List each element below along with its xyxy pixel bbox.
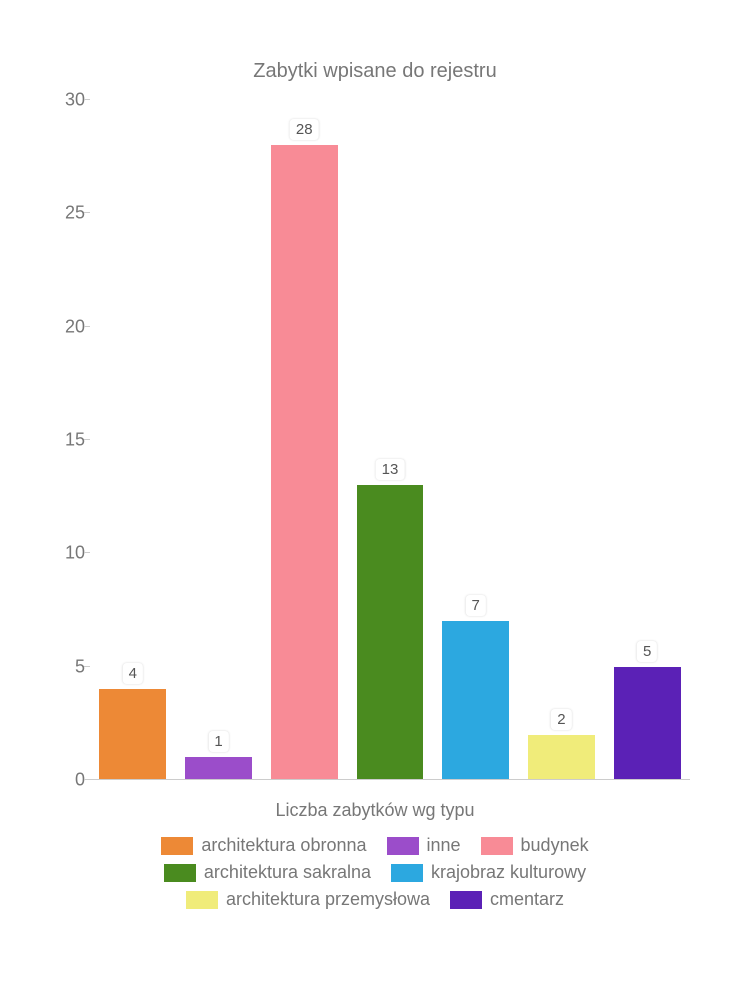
- legend-row: architektura sakralna krajobraz kulturowy: [30, 862, 720, 883]
- legend-swatch: [186, 891, 218, 909]
- legend-swatch: [387, 837, 419, 855]
- y-tick-mark: [84, 439, 90, 440]
- x-axis-label: Liczba zabytków wg typu: [0, 800, 750, 821]
- bar-value-label: 7: [466, 595, 486, 616]
- chart-title: Zabytki wpisane do rejestru: [0, 60, 750, 83]
- legend-label: budynek: [521, 835, 589, 856]
- bar: 2: [528, 735, 595, 780]
- y-tick-mark: [84, 666, 90, 667]
- bar-value-label: 13: [376, 459, 405, 480]
- legend-item: architektura sakralna: [164, 862, 371, 883]
- bars-group: 412813725: [90, 100, 690, 780]
- y-tick-label: 0: [75, 770, 85, 791]
- bar-value-label: 5: [637, 641, 657, 662]
- bar: 1: [185, 757, 252, 780]
- y-tick-mark: [84, 99, 90, 100]
- legend-label: krajobraz kulturowy: [431, 862, 586, 883]
- y-axis: 051015202530: [45, 100, 85, 780]
- legend-label: architektura sakralna: [204, 862, 371, 883]
- y-tick-label: 15: [65, 430, 85, 451]
- bar: 13: [357, 485, 424, 780]
- y-tick-mark: [84, 552, 90, 553]
- bar-value-label: 4: [123, 663, 143, 684]
- legend-label: architektura obronna: [201, 835, 366, 856]
- legend-row: architektura obronna inne budynek: [30, 835, 720, 856]
- x-axis-baseline: [90, 779, 690, 780]
- y-tick-label: 10: [65, 543, 85, 564]
- legend-item: budynek: [481, 835, 589, 856]
- bar: 4: [99, 689, 166, 780]
- bar-value-label: 28: [290, 119, 319, 140]
- legend-label: inne: [427, 835, 461, 856]
- legend-row: architektura przemysłowa cmentarz: [30, 889, 720, 910]
- legend-swatch: [481, 837, 513, 855]
- y-tick-mark: [84, 212, 90, 213]
- legend-swatch: [164, 864, 196, 882]
- legend: architektura obronnainnebudynekarchitekt…: [0, 835, 750, 916]
- y-tick-mark: [84, 326, 90, 327]
- chart-container: Zabytki wpisane do rejestru 051015202530…: [0, 0, 750, 1000]
- legend-item: architektura obronna: [161, 835, 366, 856]
- y-tick-mark: [84, 779, 90, 780]
- bar-value-label: 2: [551, 709, 571, 730]
- bar-value-label: 1: [208, 731, 228, 752]
- legend-swatch: [161, 837, 193, 855]
- legend-label: architektura przemysłowa: [226, 889, 430, 910]
- y-tick-label: 25: [65, 203, 85, 224]
- y-tick-label: 30: [65, 90, 85, 111]
- legend-item: cmentarz: [450, 889, 564, 910]
- legend-swatch: [450, 891, 482, 909]
- plot-area: 412813725: [90, 100, 690, 780]
- legend-item: krajobraz kulturowy: [391, 862, 586, 883]
- legend-label: cmentarz: [490, 889, 564, 910]
- legend-swatch: [391, 864, 423, 882]
- bar: 5: [614, 667, 681, 780]
- bar: 28: [271, 145, 338, 780]
- legend-item: architektura przemysłowa: [186, 889, 430, 910]
- bar: 7: [442, 621, 509, 780]
- y-tick-label: 20: [65, 316, 85, 337]
- legend-item: inne: [387, 835, 461, 856]
